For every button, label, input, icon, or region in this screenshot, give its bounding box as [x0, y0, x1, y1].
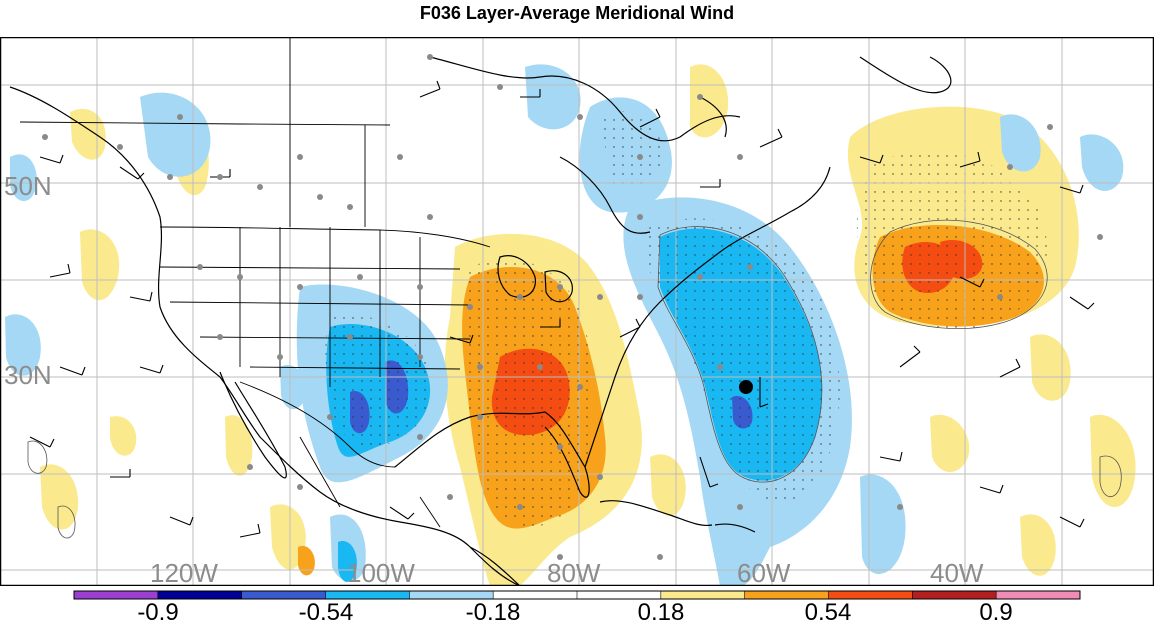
graticule — [0, 37, 1154, 586]
colorbar-tick-label: -0.54 — [299, 599, 354, 622]
wind-map: 50N 30N 120W 100W 80W 60W 40W — [0, 37, 1154, 586]
lon-label-120w: 120W — [150, 558, 218, 586]
colorbar-swatch — [241, 591, 326, 599]
lat-label-30n: 30N — [4, 360, 52, 390]
political-borders — [19, 37, 491, 528]
map-title: F036 Layer-Average Meridional Wind — [419, 3, 735, 23]
colorbar-swatch — [744, 591, 829, 599]
colorbar: -0.9 -0.54 -0.18 0.18 0.54 0.9 — [73, 590, 1081, 622]
colorbar-swatch — [325, 591, 410, 599]
colorbar-swatch — [996, 591, 1081, 599]
wind-barbs — [29, 80, 1095, 538]
storm-center-dot-icon — [739, 380, 753, 394]
colorbar-swatch — [660, 591, 746, 599]
colorbar-swatch — [493, 591, 578, 599]
colorbar-swatch — [577, 591, 662, 599]
lon-label-40w: 40W — [930, 558, 984, 586]
colorbar-tick-label: 0.54 — [805, 599, 852, 622]
colorbar-swatches — [74, 591, 1081, 599]
lat-label-50n: 50N — [4, 171, 52, 201]
lon-label-100w: 100W — [347, 558, 415, 586]
shading-layer — [5, 64, 1136, 586]
colorbar-swatch — [912, 591, 997, 599]
colorbar-tick-label: -0.18 — [466, 599, 521, 622]
colorbar-swatch — [828, 591, 913, 599]
colorbar-swatch — [409, 591, 494, 599]
contour-lines — [27, 219, 1122, 539]
colorbar-swatch — [157, 591, 243, 599]
colorbar-tick-label: 0.9 — [979, 599, 1012, 622]
station-dots — [42, 54, 1103, 560]
lon-label-60w: 60W — [737, 558, 791, 586]
lon-label-80w: 80W — [547, 558, 601, 586]
colorbar-tick-label: -0.9 — [137, 599, 178, 622]
colorbar-frame — [73, 590, 1081, 600]
colorbar-tick-label: 0.18 — [638, 599, 685, 622]
colorbar-swatch — [74, 591, 159, 599]
coastlines — [9, 56, 952, 586]
